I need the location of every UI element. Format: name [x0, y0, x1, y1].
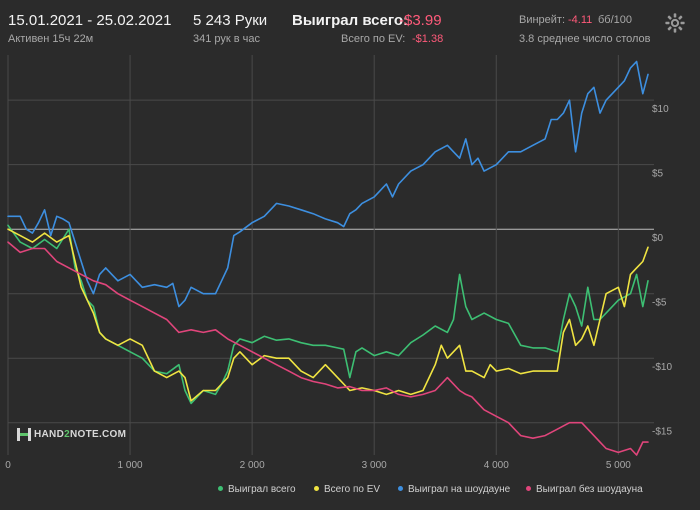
y-tick-label: $10	[652, 104, 669, 115]
winrate-label: Винрейт:	[519, 14, 566, 26]
y-tick-label: $0	[652, 233, 664, 244]
series-line-showdown	[7, 60, 649, 308]
hands-per-hour: 341 рук в час	[193, 33, 261, 45]
legend-item-non-showdown[interactable]: Выиграл без шоудауна	[526, 484, 643, 495]
x-tick-label: 0	[5, 460, 11, 471]
y-tick-label: -$15	[652, 427, 672, 438]
y-tick-label: $5	[652, 169, 664, 180]
legend-dot	[218, 485, 223, 491]
ev-total-value: -$1.38	[412, 33, 444, 45]
won-total-label: Выиграл всего:	[292, 12, 409, 29]
gear-icon[interactable]	[664, 12, 686, 34]
x-tick-label: 1 000	[118, 460, 143, 471]
legend-label: Выиграл без шоудауна	[536, 484, 643, 495]
h2n-logo-icon	[17, 428, 31, 441]
legend-dot	[314, 485, 319, 491]
stats-header: 15.01.2021 - 25.02.2021 Активен 15ч 22м …	[0, 0, 700, 55]
x-tick-label: 5 000	[606, 460, 631, 471]
avg-tables: 3.8 среднее число столов	[519, 33, 651, 45]
hands-count: 5 243 Руки	[193, 12, 268, 29]
legend-item-ev-total[interactable]: Всего по EV	[314, 484, 380, 495]
logo-two: 2	[64, 429, 70, 441]
logo-prefix: HAND	[34, 429, 65, 441]
y-tick-label: -$5	[652, 298, 667, 309]
series-line-won-total	[7, 224, 649, 405]
legend-dot	[398, 485, 403, 491]
series-line-ev-total	[7, 228, 649, 402]
chart-legend: Выиграл всего Всего по EV Выиграл на шоу…	[0, 484, 700, 500]
y-tick-label: -$10	[652, 362, 672, 373]
legend-dot	[526, 485, 531, 491]
x-tick-label: 3 000	[362, 460, 387, 471]
results-chart[interactable]: $10 $5 $0 -$5 -$10 -$15 0 1 000 2 000 3 000 4 000 5…	[0, 55, 700, 475]
series-line-non-showdown	[7, 241, 649, 456]
legend-label: Выиграл всего	[228, 484, 296, 495]
active-time: Активен 15ч 22м	[8, 33, 94, 45]
won-total-value: -$3.99	[399, 12, 442, 29]
x-tick-label: 4 000	[484, 460, 509, 471]
legend-item-showdown[interactable]: Выиграл на шоудауне	[398, 484, 510, 495]
x-tick-label: 2 000	[240, 460, 265, 471]
winrate-value: -4.11	[568, 14, 593, 26]
date-range[interactable]: 15.01.2021 - 25.02.2021	[8, 12, 172, 29]
hand2note-logo: HAND2NOTE.COM	[17, 428, 126, 441]
logo-suffix: NOTE.COM	[69, 429, 127, 441]
legend-label: Выиграл на шоудауне	[408, 484, 511, 495]
winrate-unit: бб/100	[598, 14, 633, 26]
legend-label: Всего по EV	[324, 484, 381, 495]
legend-item-won-total[interactable]: Выиграл всего	[218, 484, 296, 495]
ev-total-label: Всего по EV:	[341, 33, 406, 45]
